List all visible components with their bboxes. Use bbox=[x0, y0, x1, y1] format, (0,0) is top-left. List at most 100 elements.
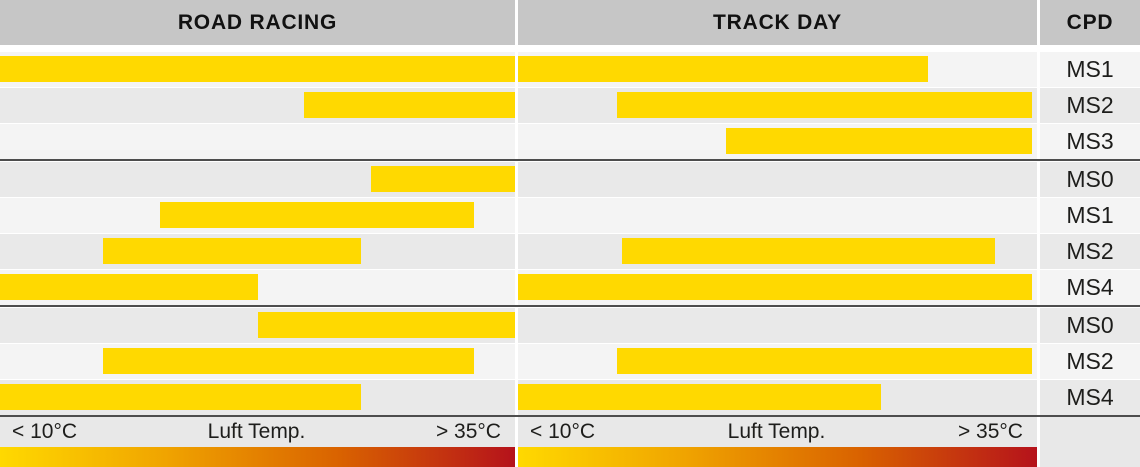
column-gap bbox=[1037, 343, 1040, 379]
column-gap bbox=[515, 197, 518, 233]
track-day-range-cell bbox=[518, 379, 1037, 415]
column-header-road-racing: ROAD RACING bbox=[0, 0, 515, 45]
road-racing-range-cell bbox=[0, 197, 515, 233]
track-day-temp-range-bar bbox=[518, 56, 928, 82]
column-gap bbox=[515, 87, 518, 123]
column-gap bbox=[515, 307, 518, 343]
cpd-row-label: MS0 bbox=[1040, 161, 1140, 197]
road-racing-temp-range-bar bbox=[103, 348, 474, 374]
group-separator-line bbox=[0, 159, 1140, 161]
road-racing-range-cell bbox=[0, 123, 515, 159]
column-gap bbox=[1037, 0, 1040, 45]
road-racing-temp-range-bar bbox=[103, 238, 361, 264]
cpd-label-text: MS2 bbox=[1066, 91, 1114, 118]
track-day-temp-range-bar bbox=[621, 238, 996, 264]
column-gap bbox=[515, 161, 518, 197]
cpd-label-text: MS3 bbox=[1066, 127, 1114, 154]
cpd-row-label: MS0 bbox=[1040, 307, 1140, 343]
road-racing-range-cell bbox=[0, 269, 515, 305]
header-gap bbox=[0, 45, 1140, 51]
track-day-range-cell bbox=[518, 161, 1037, 197]
road-racing-range-cell bbox=[0, 343, 515, 379]
column-gap bbox=[515, 51, 518, 87]
column-gap bbox=[1037, 379, 1040, 415]
column-gap bbox=[515, 233, 518, 269]
track-day-range-cell bbox=[518, 343, 1037, 379]
road-racing-range-cell bbox=[0, 233, 515, 269]
track-day-range-cell bbox=[518, 87, 1037, 123]
road-racing-title: ROAD RACING bbox=[177, 10, 338, 34]
road-racing-temp-range-bar bbox=[0, 384, 361, 410]
road-racing-temp-range-bar bbox=[159, 202, 474, 228]
track-day-range-cell bbox=[518, 307, 1037, 343]
column-gap bbox=[515, 379, 518, 415]
column-gap bbox=[515, 269, 518, 305]
road-racing-temp-range-bar bbox=[370, 166, 515, 192]
cpd-label-text: MS0 bbox=[1066, 165, 1114, 192]
road-racing-range-cell bbox=[0, 379, 515, 415]
cpd-row-label: MS2 bbox=[1040, 233, 1140, 269]
track-day-range-cell bbox=[518, 51, 1037, 87]
track-day-range-cell bbox=[518, 197, 1037, 233]
temp-max-label: > 35°C bbox=[435, 420, 501, 443]
track-day-temp-axis: < 10°C Luft Temp. > 35°C bbox=[518, 417, 1037, 447]
cpd-label-text: MS4 bbox=[1066, 273, 1114, 300]
column-gap bbox=[515, 0, 518, 45]
cpd-row-label: MS2 bbox=[1040, 87, 1140, 123]
column-gap bbox=[1037, 87, 1040, 123]
cpd-row-label: MS3 bbox=[1040, 123, 1140, 159]
cpd-row-label: MS4 bbox=[1040, 269, 1140, 305]
road-racing-temp-axis: < 10°C Luft Temp. > 35°C bbox=[0, 417, 515, 447]
track-day-temp-range-bar bbox=[616, 92, 1032, 118]
column-gap bbox=[1037, 123, 1040, 159]
column-gap bbox=[515, 343, 518, 379]
cpd-row-label: MS1 bbox=[1040, 197, 1140, 233]
column-header-track-day: TRACK DAY bbox=[518, 0, 1037, 45]
temp-min-label: < 10°C bbox=[530, 420, 596, 443]
road-racing-temp-range-bar bbox=[0, 56, 515, 82]
group-separator-line bbox=[0, 305, 1140, 307]
cpd-label-text: MS2 bbox=[1066, 347, 1114, 374]
column-gap bbox=[1037, 51, 1040, 87]
cpd-row-label: MS1 bbox=[1040, 51, 1140, 87]
track-day-range-cell bbox=[518, 123, 1037, 159]
column-gap bbox=[1037, 233, 1040, 269]
cpd-title: CPD bbox=[1066, 10, 1114, 34]
column-gap bbox=[1037, 161, 1040, 197]
track-day-range-cell bbox=[518, 269, 1037, 305]
cpd-row-label: MS4 bbox=[1040, 379, 1140, 415]
road-racing-temp-range-bar bbox=[303, 92, 515, 118]
column-gap bbox=[1037, 307, 1040, 343]
column-gap bbox=[515, 447, 518, 467]
cpd-label-text: MS4 bbox=[1066, 383, 1114, 410]
cpd-row-label: MS2 bbox=[1040, 343, 1140, 379]
track-day-temp-range-bar bbox=[518, 274, 1032, 300]
cpd-label-text: MS0 bbox=[1066, 311, 1114, 338]
axis-separator-line bbox=[0, 415, 1140, 417]
cpd-label-text: MS1 bbox=[1066, 55, 1114, 82]
track-day-range-cell bbox=[518, 233, 1037, 269]
road-racing-range-cell bbox=[0, 87, 515, 123]
column-gap bbox=[1037, 417, 1040, 447]
column-gap bbox=[515, 123, 518, 159]
column-header-cpd: CPD bbox=[1040, 0, 1140, 45]
temp-axis-label: Luft Temp. bbox=[207, 420, 306, 443]
cpd-label-text: MS1 bbox=[1066, 201, 1114, 228]
cpd-label-text: MS2 bbox=[1066, 237, 1114, 264]
road-racing-range-cell bbox=[0, 51, 515, 87]
column-gap bbox=[1037, 269, 1040, 305]
road-racing-temp-range-bar bbox=[257, 312, 515, 338]
road-racing-temperature-gradient bbox=[0, 447, 515, 467]
track-day-temp-range-bar bbox=[518, 384, 882, 410]
temp-max-label: > 35°C bbox=[957, 420, 1023, 443]
road-racing-range-cell bbox=[0, 161, 515, 197]
temp-axis-label: Luft Temp. bbox=[727, 420, 826, 443]
column-gap bbox=[515, 417, 518, 447]
cpd-axis-filler bbox=[1040, 417, 1140, 447]
road-racing-range-cell bbox=[0, 307, 515, 343]
column-gap bbox=[1037, 447, 1040, 467]
cpd-gradient-filler bbox=[1040, 447, 1140, 467]
temp-min-label: < 10°C bbox=[12, 420, 78, 443]
column-gap bbox=[1037, 197, 1040, 233]
